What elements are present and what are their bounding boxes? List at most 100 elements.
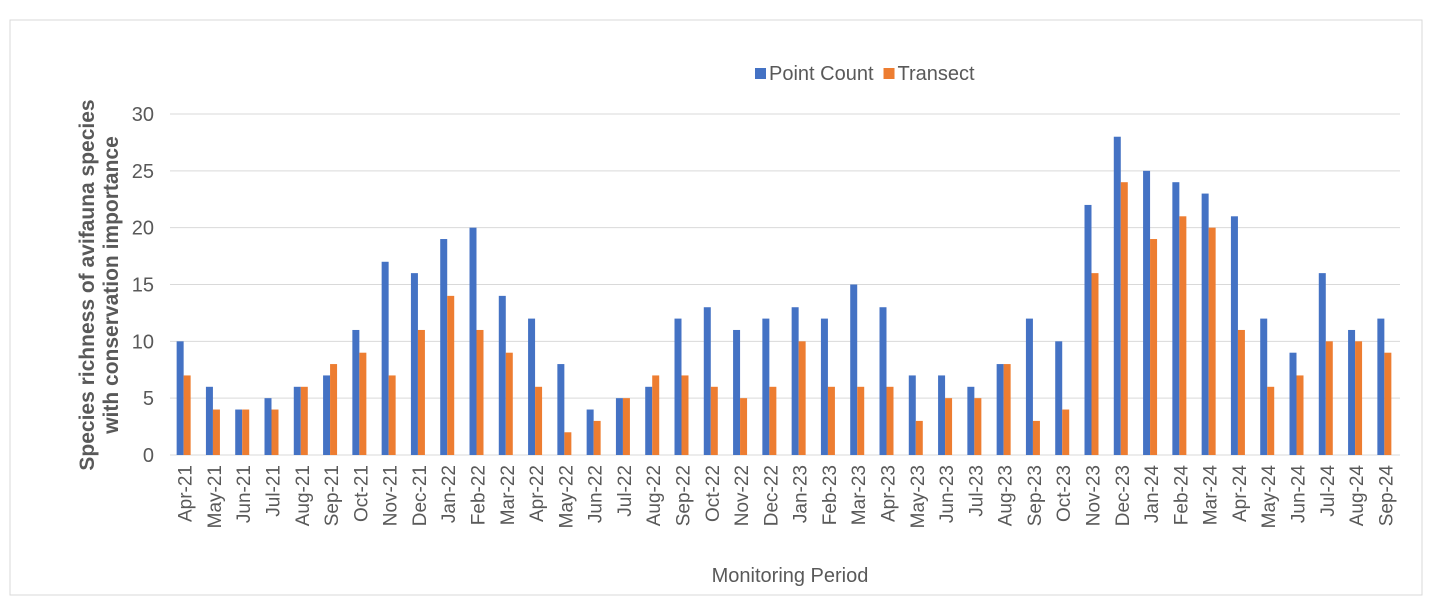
bar	[1003, 364, 1011, 455]
x-tick-label: Apr-23	[879, 465, 900, 522]
bar	[1260, 318, 1268, 455]
legend-swatch	[883, 68, 895, 79]
y-tick-label: 25	[132, 161, 154, 183]
bar	[1318, 273, 1326, 455]
bar	[535, 386, 543, 455]
bar	[769, 386, 777, 455]
bar	[850, 284, 858, 455]
x-tick-label: Jun-24	[1289, 465, 1310, 524]
bar	[879, 307, 887, 455]
bar	[1201, 193, 1209, 456]
bar	[820, 318, 828, 455]
bar	[264, 398, 272, 455]
bar	[323, 375, 331, 455]
x-tick-label: Jun-22	[586, 465, 607, 523]
x-tick-label: Dec-21	[410, 465, 431, 526]
bar	[235, 409, 243, 455]
bar	[352, 329, 360, 455]
y-tick-label: 5	[143, 388, 154, 410]
x-tick-label: Nov-23	[1084, 465, 1105, 526]
bar	[974, 398, 982, 455]
x-tick-label: Mar-22	[498, 465, 519, 525]
bar	[886, 386, 894, 455]
bar	[293, 386, 301, 455]
x-tick-label: May-21	[205, 465, 226, 528]
x-tick-label: Jan-24	[1142, 465, 1163, 524]
bar	[1172, 182, 1180, 455]
bar	[1384, 352, 1392, 455]
legend-label: Point Count	[769, 63, 874, 85]
x-tick-label: Mar-23	[849, 465, 870, 525]
x-tick-label: Sep-21	[322, 465, 343, 526]
chart-border	[9, 19, 1423, 596]
x-tick-label: Feb-24	[1171, 465, 1192, 526]
bar	[564, 432, 572, 455]
x-tick-label: Sep-23	[1025, 465, 1046, 526]
bar	[447, 295, 455, 455]
bar	[381, 261, 389, 455]
bar	[674, 318, 682, 455]
bar	[622, 398, 630, 455]
x-tick-label: Jul-22	[615, 465, 636, 517]
bar	[593, 420, 601, 455]
x-tick-label: Oct-21	[351, 465, 372, 522]
bar	[1062, 409, 1070, 455]
bar	[1230, 216, 1238, 455]
x-tick-label: May-23	[908, 465, 929, 528]
bar	[710, 386, 718, 455]
bar	[469, 227, 477, 455]
x-tick-label: May-24	[1259, 465, 1280, 529]
bar	[505, 352, 513, 455]
bar	[791, 307, 799, 455]
x-tick-label: Aug-24	[1347, 465, 1368, 527]
bar	[1296, 375, 1304, 455]
x-tick-label: Jan-22	[439, 465, 460, 523]
y-tick-label: 0	[143, 445, 154, 467]
x-tick-label: Jul-24	[1318, 465, 1339, 517]
bar	[1143, 170, 1151, 456]
y-tick-label: 15	[132, 275, 154, 297]
bar	[615, 398, 623, 455]
x-tick-label: Nov-22	[732, 465, 753, 526]
x-axis-label: Monitoring Period	[712, 565, 869, 587]
bar	[915, 420, 923, 455]
x-tick-label: Dec-22	[761, 465, 782, 526]
x-tick-label: Jun-21	[234, 465, 255, 523]
y-tick-label: 20	[132, 218, 154, 240]
legend-label: Transect	[898, 63, 976, 85]
x-tick-label: Nov-21	[381, 465, 402, 526]
bar	[300, 386, 308, 455]
x-tick-label: Oct-23	[1054, 465, 1075, 522]
y-axis-label: Species richness of avifauna specieswith…	[76, 99, 123, 470]
bar	[476, 329, 484, 455]
bar	[681, 375, 689, 455]
bar	[967, 386, 975, 455]
bar	[528, 318, 536, 455]
bar	[762, 318, 770, 455]
x-tick-label: Aug-23	[996, 465, 1017, 526]
bar	[703, 307, 711, 455]
x-tick-label: Jan-23	[791, 465, 812, 523]
bar	[945, 398, 953, 455]
bar	[388, 375, 396, 455]
x-tick-label: Apr-22	[527, 465, 548, 522]
bar	[212, 409, 220, 455]
bar	[1055, 341, 1063, 455]
bar	[1091, 273, 1099, 455]
x-tick-label: Apr-21	[176, 465, 197, 522]
x-tick-label: Aug-22	[644, 465, 665, 526]
bar	[1267, 386, 1275, 455]
x-tick-label: Feb-22	[469, 465, 490, 525]
bar	[1032, 420, 1040, 455]
bar	[996, 364, 1004, 455]
bar	[205, 386, 213, 455]
bar	[1377, 318, 1385, 455]
bar	[645, 386, 653, 455]
x-tick-label: Dec-23	[1113, 465, 1134, 526]
bar	[827, 386, 835, 455]
bar	[498, 295, 506, 455]
bar	[1237, 329, 1245, 455]
x-tick-label: Jul-23	[966, 465, 987, 517]
bar	[557, 364, 565, 455]
